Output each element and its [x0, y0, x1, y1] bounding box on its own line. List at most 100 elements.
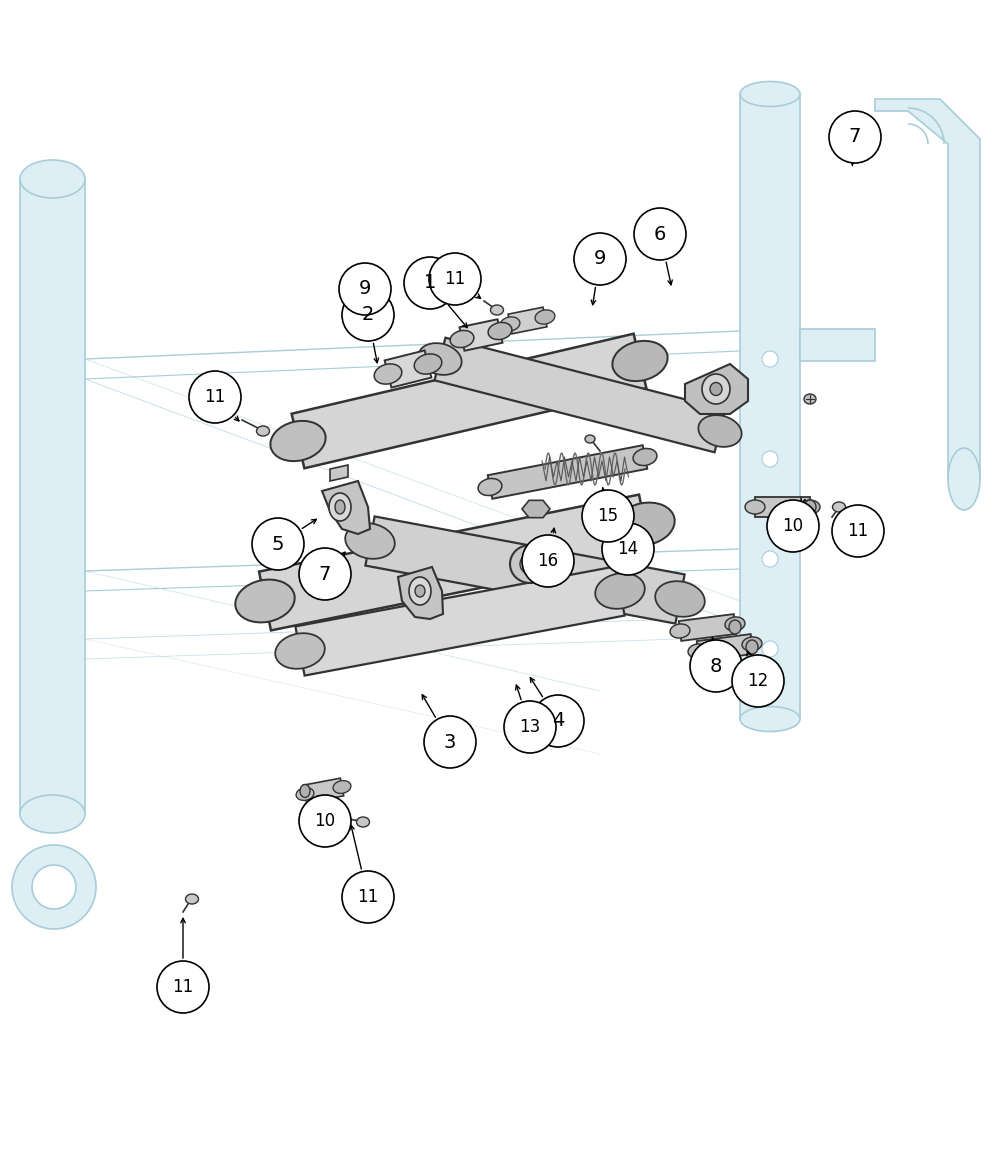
Circle shape	[12, 845, 96, 929]
Text: 10: 10	[314, 812, 336, 830]
Ellipse shape	[488, 322, 512, 339]
Text: 11: 11	[357, 888, 379, 906]
Ellipse shape	[670, 624, 690, 638]
Text: 2: 2	[362, 306, 374, 324]
Circle shape	[522, 535, 574, 587]
Text: 8: 8	[710, 657, 722, 675]
Circle shape	[532, 695, 584, 747]
Ellipse shape	[415, 585, 425, 598]
Ellipse shape	[804, 394, 816, 404]
Text: 9: 9	[594, 249, 606, 269]
Text: 7: 7	[319, 564, 331, 584]
Ellipse shape	[374, 364, 402, 384]
Ellipse shape	[745, 500, 765, 514]
Circle shape	[252, 518, 304, 570]
Circle shape	[732, 655, 784, 708]
Circle shape	[342, 871, 394, 923]
Circle shape	[424, 716, 476, 768]
Text: 5: 5	[272, 535, 284, 554]
Ellipse shape	[520, 554, 540, 574]
Ellipse shape	[256, 426, 270, 437]
Ellipse shape	[725, 617, 745, 631]
Ellipse shape	[535, 310, 555, 324]
Text: 11: 11	[204, 388, 226, 406]
Ellipse shape	[450, 330, 474, 347]
Circle shape	[690, 640, 742, 692]
Circle shape	[339, 263, 391, 315]
Circle shape	[189, 371, 241, 423]
Text: 7: 7	[849, 127, 861, 147]
Polygon shape	[755, 497, 810, 516]
Circle shape	[299, 548, 351, 600]
Ellipse shape	[585, 435, 595, 444]
Ellipse shape	[800, 500, 820, 514]
Ellipse shape	[20, 160, 85, 198]
Ellipse shape	[335, 500, 345, 514]
Polygon shape	[679, 614, 736, 640]
Ellipse shape	[270, 420, 326, 461]
Text: 16: 16	[537, 552, 559, 570]
Ellipse shape	[275, 633, 325, 669]
Circle shape	[762, 642, 778, 657]
Polygon shape	[740, 94, 800, 719]
Circle shape	[762, 450, 778, 467]
Text: 9: 9	[359, 279, 371, 299]
Text: 14: 14	[617, 540, 639, 558]
Ellipse shape	[615, 503, 675, 545]
Polygon shape	[460, 320, 502, 351]
Polygon shape	[800, 329, 875, 361]
Circle shape	[762, 351, 778, 367]
Ellipse shape	[688, 644, 708, 658]
Ellipse shape	[235, 579, 295, 623]
Circle shape	[32, 865, 76, 909]
Ellipse shape	[612, 340, 668, 381]
Circle shape	[299, 796, 351, 846]
Polygon shape	[310, 576, 330, 591]
Ellipse shape	[746, 640, 758, 654]
Polygon shape	[875, 98, 980, 479]
Polygon shape	[685, 364, 748, 415]
Ellipse shape	[333, 780, 351, 793]
Text: 4: 4	[552, 711, 564, 731]
Ellipse shape	[948, 448, 980, 510]
Ellipse shape	[490, 305, 504, 315]
Ellipse shape	[698, 415, 742, 447]
Circle shape	[504, 701, 556, 753]
Ellipse shape	[345, 523, 395, 559]
Ellipse shape	[633, 448, 657, 466]
Circle shape	[429, 252, 481, 305]
Polygon shape	[303, 778, 344, 802]
Circle shape	[832, 505, 884, 557]
Ellipse shape	[742, 637, 762, 651]
Ellipse shape	[595, 573, 645, 609]
Circle shape	[767, 500, 819, 552]
Ellipse shape	[329, 493, 351, 521]
Circle shape	[574, 233, 626, 285]
Text: 10: 10	[782, 516, 804, 535]
Ellipse shape	[300, 784, 310, 798]
Text: 15: 15	[597, 507, 619, 525]
Text: 11: 11	[444, 270, 466, 288]
Ellipse shape	[832, 503, 846, 512]
Polygon shape	[292, 334, 646, 468]
Ellipse shape	[710, 382, 722, 396]
Circle shape	[582, 490, 634, 542]
Polygon shape	[330, 466, 348, 481]
Text: 13: 13	[519, 718, 541, 736]
Ellipse shape	[414, 354, 442, 374]
Ellipse shape	[510, 545, 550, 582]
Polygon shape	[522, 500, 550, 518]
Ellipse shape	[186, 894, 198, 904]
Polygon shape	[322, 481, 370, 534]
Polygon shape	[697, 635, 753, 661]
Ellipse shape	[729, 620, 741, 633]
Ellipse shape	[409, 577, 431, 604]
Polygon shape	[508, 307, 547, 334]
Ellipse shape	[20, 796, 85, 833]
Ellipse shape	[478, 478, 502, 496]
Polygon shape	[365, 516, 685, 623]
Ellipse shape	[500, 317, 520, 331]
Polygon shape	[20, 179, 85, 814]
Ellipse shape	[702, 374, 730, 404]
Circle shape	[157, 961, 209, 1013]
